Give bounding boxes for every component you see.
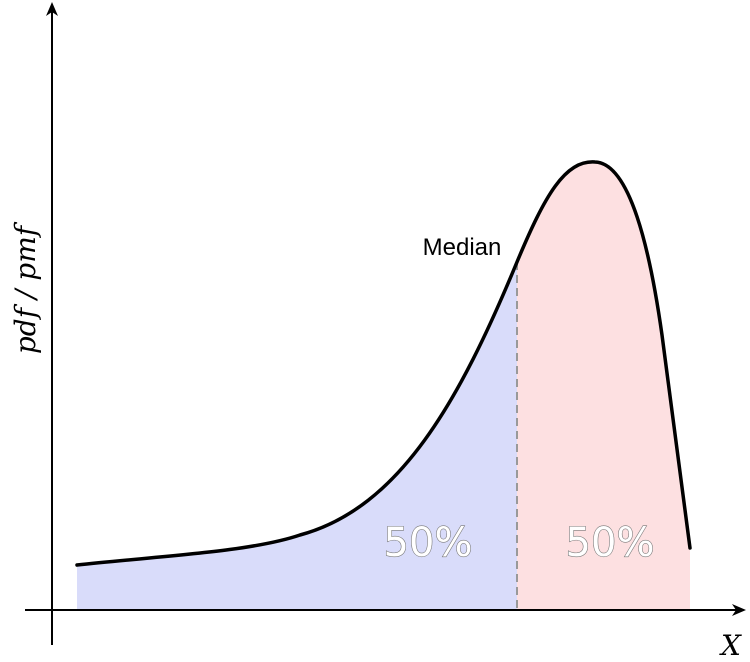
x-axis-label: X [719, 629, 742, 662]
y-axis-label: pdf / pmf [9, 221, 42, 354]
median-label: Median [423, 234, 502, 261]
right-area-50-percent [517, 161, 690, 610]
y-axis [46, 2, 58, 645]
x-axis-arrow-icon [732, 604, 746, 616]
left-percent-label: 50% [384, 520, 473, 566]
y-axis-arrow-icon [46, 2, 58, 16]
distribution-curve [75, 160, 692, 567]
x-axis [25, 604, 746, 616]
left-area-50-percent [77, 262, 517, 610]
right-percent-label: 50% [566, 520, 655, 566]
